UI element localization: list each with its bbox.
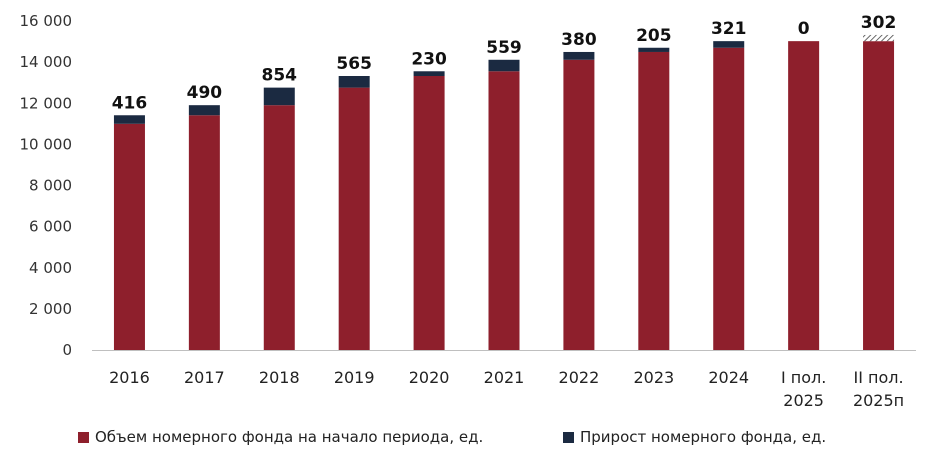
data-label: 380 [561, 30, 597, 50]
x-tick-label: 2025п [853, 391, 904, 410]
bar-base-segment [113, 123, 145, 350]
data-label: 416 [112, 93, 148, 113]
x-tick-label: 2019 [334, 368, 375, 387]
x-tick-label: 2021 [484, 368, 525, 387]
x-tick-label: 2018 [259, 368, 300, 387]
y-axis: 0 2 000 4 000 6 000 8 000 10 000 12 000 14 000 1… [20, 12, 73, 359]
x-tick-label: II пол. [853, 368, 903, 387]
data-label: 854 [262, 66, 298, 86]
data-label: 321 [711, 19, 747, 39]
x-tick-label: 2016 [109, 368, 150, 387]
bar-base-segment [863, 41, 895, 351]
y-tick-label: 12 000 [20, 94, 73, 112]
bar-increase-segment-forecast [863, 34, 895, 42]
y-tick-label: 14 000 [20, 53, 73, 71]
legend: Объем номерного фонда на начало периода,… [78, 428, 826, 446]
data-label: 302 [861, 13, 897, 33]
data-label: 0 [798, 19, 810, 39]
legend-label: Прирост номерного фонда, ед. [580, 428, 826, 446]
bar-increase-segment [713, 41, 745, 48]
bar-base-segment [713, 47, 745, 351]
y-tick-label: 8 000 [29, 177, 72, 195]
bar-increase-segment [113, 115, 145, 124]
bar-base-segment [338, 87, 370, 350]
bar-increase-segment [413, 71, 445, 77]
data-label: 565 [336, 54, 372, 74]
bar-increase-segment [488, 59, 520, 72]
x-tick-label: 2025 [783, 391, 824, 410]
y-tick-label: 6 000 [29, 218, 72, 236]
bars-group [113, 34, 895, 351]
data-label: 230 [411, 49, 447, 69]
bar-increase-segment [338, 76, 370, 88]
bar-increase-segment [263, 87, 295, 106]
y-tick-label: 16 000 [20, 12, 73, 30]
bar-increase-segment [638, 47, 670, 52]
legend-swatch [78, 432, 89, 443]
legend-swatch [563, 432, 574, 443]
bar-base-segment [788, 41, 820, 351]
bar-base-segment [188, 115, 220, 350]
bar-increase-segment [563, 51, 595, 60]
y-tick-label: 4 000 [29, 259, 72, 277]
legend-label: Объем номерного фонда на начало периода,… [95, 428, 483, 446]
data-label: 490 [187, 83, 223, 103]
data-label: 559 [486, 38, 522, 58]
x-tick-label: I пол. [781, 368, 826, 387]
x-tick-label: 2020 [409, 368, 450, 387]
bar-base-segment [263, 105, 295, 350]
y-tick-label: 0 [62, 341, 72, 359]
x-tick-label: 2023 [633, 368, 674, 387]
bar-base-segment [413, 76, 445, 350]
data-labels-group: 416 490 854 565 230 559 380 205 321 0 302 [112, 13, 897, 113]
data-label: 205 [636, 26, 672, 46]
bar-base-segment [563, 59, 595, 350]
x-axis: 2016 2017 2018 2019 2020 2021 2022 2023 2024 I по… [92, 350, 916, 410]
bar-base-segment [488, 71, 520, 350]
x-tick-label: 2024 [708, 368, 749, 387]
x-tick-label: 2017 [184, 368, 225, 387]
y-tick-label: 10 000 [20, 135, 73, 153]
bar-base-segment [638, 51, 670, 350]
bar-increase-segment [188, 105, 220, 116]
x-tick-label: 2022 [559, 368, 600, 387]
y-tick-label: 2 000 [29, 300, 72, 318]
